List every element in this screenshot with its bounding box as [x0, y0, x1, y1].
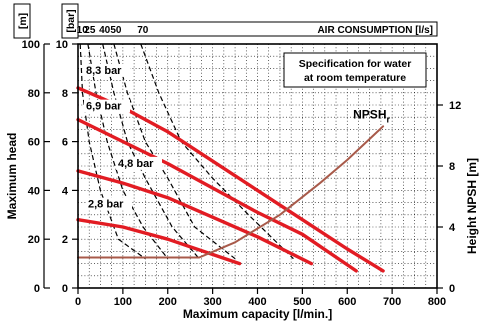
- x-tick-label: 0: [75, 296, 81, 308]
- npsh-label: NPSHr: [353, 107, 390, 124]
- x-tick-label: 800: [428, 296, 446, 308]
- pressure-label: 2,8 bar: [88, 199, 124, 211]
- y-tick-label-m: 20: [28, 234, 40, 246]
- annotation-line-1: Specification for water: [299, 58, 412, 70]
- pressure-label-bg: [84, 63, 130, 77]
- y-tick-label-m: 60: [28, 137, 40, 149]
- pressure-label-bg: [86, 197, 132, 211]
- y-tick-label-m: 80: [28, 88, 40, 100]
- x-tick-label: 400: [248, 296, 266, 308]
- pressure-label-bg: [116, 156, 162, 170]
- pressure-label-bg: [84, 99, 130, 113]
- air-consumption-curve-50: [113, 43, 236, 260]
- pressure-labels: 8,3 bar 6,9 bar 4,8 bar 2,8 bar: [84, 63, 162, 211]
- y-tick-label-right: 0: [449, 283, 455, 295]
- y-tick-label-m: 0: [34, 283, 40, 295]
- npsh-label-main: NPSH: [353, 107, 386, 121]
- x-tick-label: 200: [159, 296, 177, 308]
- y-tick-label-right: 8: [449, 161, 455, 173]
- series-line-8-3-bar: [76, 86, 385, 273]
- unit-label-m: [m]: [17, 13, 29, 29]
- air-consumption-tick-label: 10: [77, 25, 89, 36]
- air-consumption-box: [77, 21, 438, 37]
- unit-label-bar: [bar]: [65, 9, 77, 32]
- x-tick-label: 600: [338, 296, 356, 308]
- y-tick-label-bar: 0: [62, 283, 68, 295]
- y-tick-label-m: 40: [28, 185, 40, 197]
- air-consumption-curve-25: [87, 43, 169, 260]
- series-line-2-8-bar: [76, 217, 242, 266]
- x-tick-label: 300: [203, 296, 221, 308]
- annotation-box: [283, 52, 427, 88]
- series-line-4-8-bar: [76, 169, 314, 266]
- axis-ticks: 0 100 200 300 400 500 600 700 800020406080100024…: [22, 39, 462, 308]
- y-tick-label-right: 12: [449, 100, 461, 112]
- x-tick-label: 700: [383, 296, 401, 308]
- pressure-label: 4,8 bar: [118, 158, 154, 170]
- pressure-label: 8,3 bar: [86, 65, 122, 77]
- air-consumption-curve-10: [79, 43, 146, 260]
- y-axis-title-left: Maximum head: [5, 133, 19, 220]
- npsh-label-subscript: r: [386, 114, 390, 124]
- annotation-line-2: at room temperature: [304, 72, 406, 84]
- y-tick-label-m: 100: [22, 39, 40, 51]
- data-series: [76, 86, 385, 273]
- y-tick-label-bar: 10: [56, 39, 68, 51]
- npsh-curve: [77, 125, 385, 259]
- air-consumption-tick-label: 40: [99, 25, 111, 36]
- y-tick-label-right: 4: [449, 222, 456, 234]
- y-tick-label-bar: 6: [62, 137, 68, 149]
- series-line-6-9-bar: [76, 117, 358, 273]
- y-axis-title-right: Height NPSH [m]: [465, 158, 479, 254]
- pressure-label: 6,9 bar: [86, 101, 122, 113]
- y-tick-label-bar: 8: [62, 88, 68, 100]
- air-consumption-tick-label: 50: [110, 25, 122, 36]
- x-tick-label: 100: [114, 296, 132, 308]
- y-tick-label-bar: 2: [62, 234, 68, 246]
- x-tick-label: 500: [293, 296, 311, 308]
- air-consumption-tick-label: 70: [137, 25, 149, 36]
- y-tick-label-bar: 4: [62, 185, 69, 197]
- x-axis-title: Maximum capacity [l/min.]: [183, 307, 332, 321]
- unit-box-bar: [61, 3, 79, 39]
- air-consumption-curve-70: [140, 43, 294, 260]
- air-consumption-label: AIR CONSUMPTION [l/s]: [317, 25, 433, 36]
- unit-box-m: [13, 3, 31, 39]
- air-consumption-tick-label: 25: [84, 25, 96, 36]
